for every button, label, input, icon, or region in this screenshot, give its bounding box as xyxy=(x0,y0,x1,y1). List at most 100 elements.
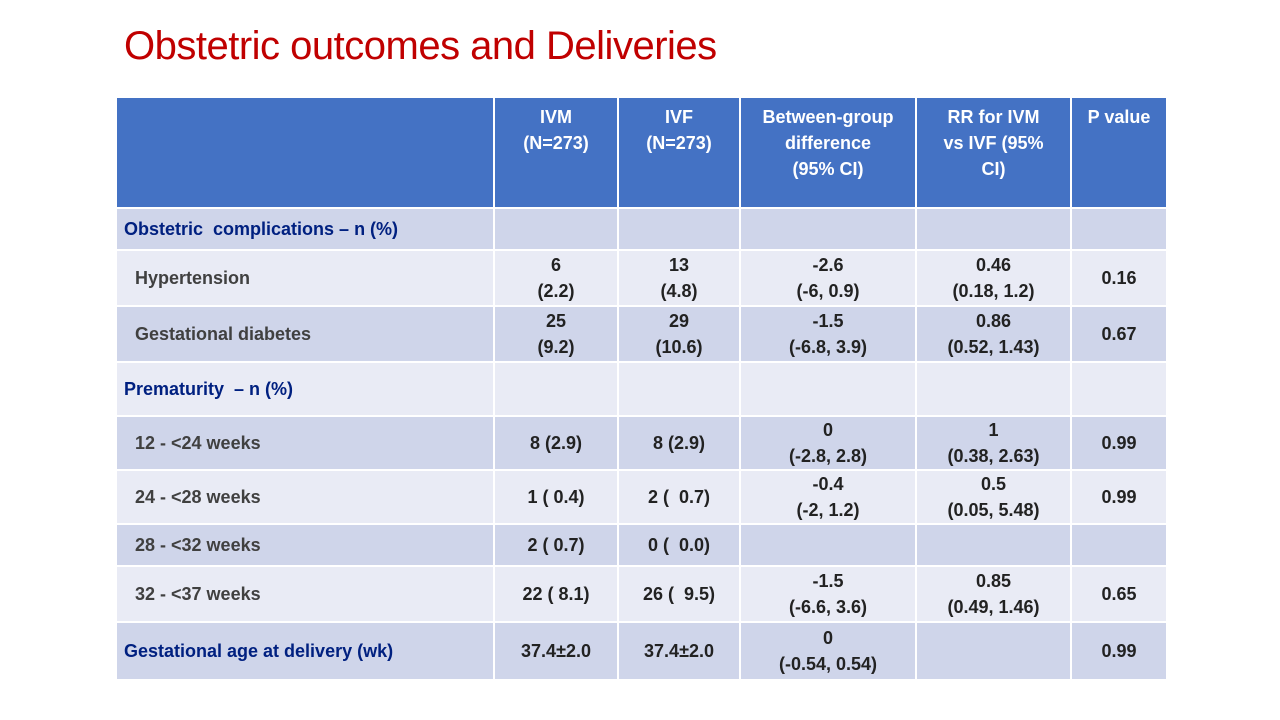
cell-line: 0.65 xyxy=(1101,584,1137,604)
table-row: Gestational age at delivery (wk) 37.4±2.0… xyxy=(115,621,1168,681)
table-row: Obstetric complications – n (%) xyxy=(115,207,1168,251)
column-header-line: vs IVF (95% xyxy=(943,133,1044,153)
table-cell: 6 (2.2) xyxy=(493,249,619,307)
cell-line: 0.99 xyxy=(1101,641,1137,661)
table-cell xyxy=(493,207,619,251)
table-cell: 1 ( 0.4) xyxy=(493,469,619,525)
cell-line: 0.46 xyxy=(975,255,1012,275)
column-header-line: Between-group xyxy=(762,107,894,127)
section-label: Obstetric complications – n (%) xyxy=(115,207,495,251)
table-row: 32 - <37 weeks 22 ( 8.1) 26 ( 9.5) -1.5 (-6.… xyxy=(115,565,1168,623)
table-cell: 0.86 (0.52, 1.43) xyxy=(915,305,1072,363)
column-header-line: IVM xyxy=(539,107,572,127)
table-cell: 2 ( 0.7) xyxy=(493,523,619,567)
cell-line: 0.16 xyxy=(1101,268,1137,288)
row-label: Gestational diabetes xyxy=(115,305,495,363)
cell-line: 26 ( 9.5) xyxy=(642,584,716,604)
cell-line: -1.5 xyxy=(812,311,844,331)
column-header: RR for IVM vs IVF (95% CI) xyxy=(915,96,1072,209)
cell-line: 8 (2.9) xyxy=(652,433,706,453)
table-cell: 2 ( 0.7) xyxy=(617,469,741,525)
cell-line: 37.4±2.0 xyxy=(644,641,714,661)
table-row: Hypertension 6 (2.2) 13 (4.8) -2.6 (-6, 0.9) 0.… xyxy=(115,249,1168,307)
row-label: 32 - <37 weeks xyxy=(115,565,495,623)
table-cell: -2.6 (-6, 0.9) xyxy=(739,249,917,307)
cell-line: 0.85 xyxy=(975,571,1012,591)
table-cell: 0.99 xyxy=(1070,469,1168,525)
table-cell xyxy=(1070,207,1168,251)
cell-line: 0.5 xyxy=(980,474,1007,494)
table-cell xyxy=(1070,523,1168,567)
column-header: P value xyxy=(1070,96,1168,209)
cell-line: 22 ( 8.1) xyxy=(522,584,590,604)
row-label: 28 - <32 weeks xyxy=(115,523,495,567)
table-cell: -0.4 (-2, 1.2) xyxy=(739,469,917,525)
cell-line: 0.99 xyxy=(1101,487,1137,507)
table-row: 12 - <24 weeks 8 (2.9) 8 (2.9) 0 (-2.8, 2.8)… xyxy=(115,415,1168,471)
cell-line: (-6.6, 3.6) xyxy=(788,597,868,617)
cell-line: 8 (2.9) xyxy=(529,433,583,453)
row-label: 24 - <28 weeks xyxy=(115,469,495,525)
table-cell: 0 (-2.8, 2.8) xyxy=(739,415,917,471)
table-cell: 0.5 (0.05, 5.48) xyxy=(915,469,1072,525)
table-cell xyxy=(617,361,741,417)
cell-line: (0.52, 1.43) xyxy=(947,337,1040,357)
cell-line: 6 xyxy=(550,255,561,275)
column-header: IVF (N=273) xyxy=(617,96,741,209)
column-header-line: CI) xyxy=(981,159,1006,179)
cell-line: (0.05, 5.48) xyxy=(947,500,1040,520)
table-cell: 8 (2.9) xyxy=(617,415,741,471)
table-cell: 0.46 (0.18, 1.2) xyxy=(915,249,1072,307)
table-cell: 26 ( 9.5) xyxy=(617,565,741,623)
cell-line: (-2, 1.2) xyxy=(796,500,860,520)
cell-line: 2 ( 0.7) xyxy=(527,535,585,555)
cell-line: -1.5 xyxy=(812,571,844,591)
table-cell xyxy=(915,523,1072,567)
column-header-line: (N=273) xyxy=(523,133,589,153)
table-cell xyxy=(1070,361,1168,417)
column-header-line: (N=273) xyxy=(646,133,712,153)
cell-line: (0.38, 2.63) xyxy=(947,446,1040,466)
table-header-row: IVM (N=273) IVF (N=273) Between-group differe… xyxy=(115,96,1168,209)
table-cell: 0.65 xyxy=(1070,565,1168,623)
column-header: Between-group difference (95% CI) xyxy=(739,96,917,209)
table-cell: 0.99 xyxy=(1070,415,1168,471)
cell-line: 2 ( 0.7) xyxy=(647,487,711,507)
cell-line: 0.67 xyxy=(1101,324,1137,344)
table-cell: 25 (9.2) xyxy=(493,305,619,363)
row-label: 12 - <24 weeks xyxy=(115,415,495,471)
table-cell: 8 (2.9) xyxy=(493,415,619,471)
cell-line: -2.6 xyxy=(812,255,844,275)
table-row: Gestational diabetes 25 (9.2) 29 (10.6) -1.5 (… xyxy=(115,305,1168,363)
table-cell xyxy=(915,207,1072,251)
column-header-line: IVF xyxy=(664,107,693,127)
cell-line: 29 xyxy=(668,311,690,331)
table-cell xyxy=(739,361,917,417)
table-cell xyxy=(493,361,619,417)
cell-line: (2.2) xyxy=(537,281,575,301)
table-cell: 0.67 xyxy=(1070,305,1168,363)
table-cell: 37.4±2.0 xyxy=(617,621,741,681)
cell-line: (4.8) xyxy=(660,281,698,301)
cell-line: 0 xyxy=(822,628,833,648)
cell-line: (0.49, 1.46) xyxy=(947,597,1040,617)
section-label: Prematurity – n (%) xyxy=(115,361,495,417)
table-cell: 37.4±2.0 xyxy=(493,621,619,681)
table-cell xyxy=(739,523,917,567)
table-cell: 0.99 xyxy=(1070,621,1168,681)
cell-line: 0 ( 0.0) xyxy=(647,535,711,555)
table-row: 24 - <28 weeks 1 ( 0.4) 2 ( 0.7) -0.4 (-2, 1… xyxy=(115,469,1168,525)
table-cell: 0.85 (0.49, 1.46) xyxy=(915,565,1072,623)
table-cell: 0.16 xyxy=(1070,249,1168,307)
table-cell: 13 (4.8) xyxy=(617,249,741,307)
table-cell: 1 (0.38, 2.63) xyxy=(915,415,1072,471)
cell-line: -0.4 xyxy=(812,474,844,494)
table-cell xyxy=(915,621,1072,681)
table-cell: 29 (10.6) xyxy=(617,305,741,363)
table-cell: -1.5 (-6.8, 3.9) xyxy=(739,305,917,363)
cell-line: (-6, 0.9) xyxy=(796,281,860,301)
cell-line: 37.4±2.0 xyxy=(521,641,591,661)
cell-line: 0 xyxy=(822,420,833,440)
section-label: Gestational age at delivery (wk) xyxy=(115,621,495,681)
slide-title: Obstetric outcomes and Deliveries xyxy=(124,24,717,68)
